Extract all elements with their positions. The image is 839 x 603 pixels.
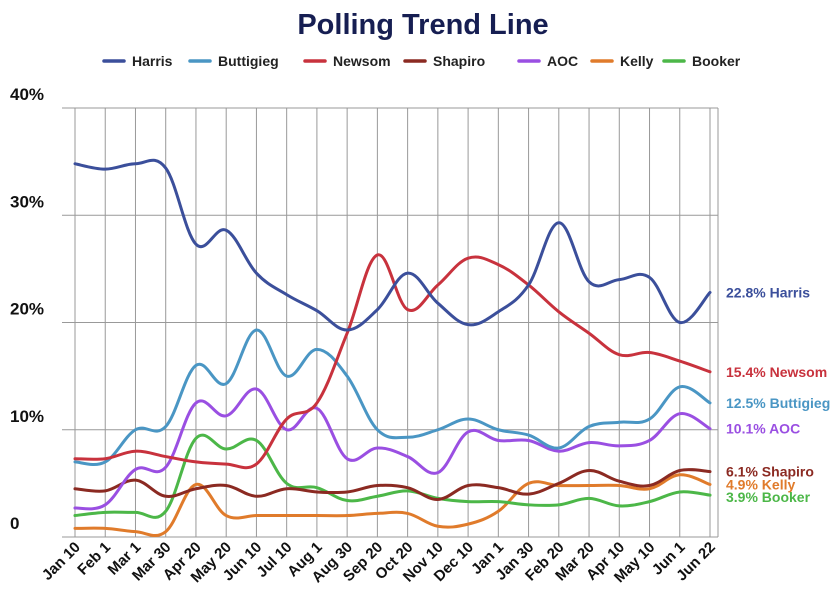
series-line-shapiro <box>73 468 712 501</box>
end-label-shapiro: 6.1% Shapiro <box>726 464 814 480</box>
legend-label-aoc: AOC <box>547 53 578 69</box>
legend-label-newsom: Newsom <box>333 53 391 69</box>
legend-label-harris: Harris <box>132 53 173 69</box>
y-tick-label: 40% <box>10 85 44 104</box>
series-line-buttigieg <box>73 328 712 466</box>
legend-label-buttigieg: Buttigieg <box>218 53 279 69</box>
legend-label-booker: Booker <box>692 53 741 69</box>
y-tick-label: 20% <box>10 300 44 319</box>
y-axis-ticks: 0 10% 20% 30% 40% <box>10 85 44 533</box>
legend-label-kelly: Kelly <box>620 53 654 69</box>
end-label-buttigieg: 12.5% Buttigieg <box>726 395 830 411</box>
end-label-newsom: 15.4% Newsom <box>726 364 827 380</box>
y-tick-label: 30% <box>10 192 44 211</box>
x-tick-label: Jan 10 <box>39 539 84 584</box>
end-label-kelly: 4.9% Kelly <box>726 476 795 492</box>
legend-label-shapiro: Shapiro <box>433 53 485 69</box>
end-label-harris: 22.8% Harris <box>726 284 810 300</box>
series-line-harris <box>73 158 712 332</box>
x-tick-label: Feb 1 <box>74 539 114 579</box>
y-tick-label: 0 <box>10 514 19 533</box>
end-label-aoc: 10.1% AOC <box>726 421 800 437</box>
series-line-newsom <box>73 253 712 470</box>
series-line-aoc <box>73 387 712 511</box>
series-line-booker <box>73 433 712 519</box>
end-labels: 22.8% Harris 12.5% Buttigieg 15.4% Newsom 6… <box>726 284 830 505</box>
series-line-kelly <box>73 473 712 538</box>
series-lines <box>73 158 712 538</box>
chart-title: Polling Trend Line <box>297 9 548 41</box>
end-label-booker: 3.9% Booker <box>726 489 811 505</box>
gridlines <box>62 107 719 538</box>
y-tick-label: 10% <box>10 407 44 426</box>
legend: Harris Buttigieg Newsom Shapiro AOC Kelly Book… <box>102 53 741 69</box>
